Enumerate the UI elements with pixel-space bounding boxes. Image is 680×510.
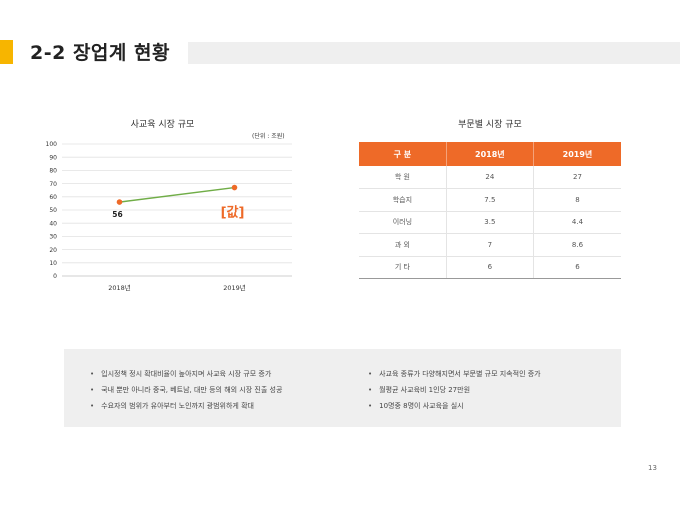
- y-tick-label: 20: [49, 247, 57, 254]
- summary-list-left: 입시정책 정시 확대비율이 높아지며 사교육 시장 규모 증가 국내 뿐만 아니…: [90, 366, 282, 414]
- table-cell: 6: [446, 256, 534, 279]
- table-header-cell: 2018년: [446, 142, 534, 166]
- table-cell: 8: [533, 188, 621, 212]
- data-point: [231, 184, 238, 191]
- y-tick-label: 10: [49, 260, 57, 267]
- table-row: 과 외 7 8.6: [359, 233, 621, 257]
- table-cell: 3.5: [446, 211, 534, 234]
- table-header-cell: 구 분: [359, 142, 447, 166]
- summary-list-right: 사교육 종류가 다양해지면서 부문별 규모 지속적인 증가 월평균 사교육비 1…: [368, 366, 541, 414]
- table-header-cell: 2019년: [533, 142, 621, 166]
- data-point: [116, 199, 123, 205]
- summary-box: 입시정책 정시 확대비율이 높아지며 사교육 시장 규모 증가 국내 뿐만 아니…: [64, 349, 621, 427]
- page-title: 2-2 장업계 현황: [30, 42, 170, 64]
- table-cell: 학 원: [359, 166, 447, 189]
- table-cell: 27: [533, 166, 621, 189]
- y-tick-label: 70: [49, 181, 57, 188]
- page-number: 13: [648, 464, 657, 472]
- y-tick-label: 80: [49, 168, 57, 175]
- title-accent-bar: [0, 40, 13, 64]
- table-row: 학습지 7.5 8: [359, 188, 621, 212]
- table-title: 부문별 시장 규모: [458, 120, 522, 130]
- y-tick-label: 100: [46, 141, 58, 148]
- table-cell: 학습지: [359, 188, 447, 212]
- data-label: [값]: [221, 205, 245, 221]
- summary-item: 입시정책 정시 확대비율이 높아지며 사교육 시장 규모 증가: [90, 366, 282, 382]
- summary-item: 사교육 종류가 다양해지면서 부문별 규모 지속적인 증가: [368, 366, 540, 382]
- table-cell: 8.6: [533, 233, 621, 257]
- y-tick-label: 50: [49, 207, 57, 214]
- market-segment-table: 구 분 2018년 2019년 학 원 24 27 학습지 7.5 8 이러닝 …: [359, 142, 621, 279]
- summary-item: 수요자의 범위가 유아부터 노인까지 광범위하게 확대: [90, 398, 282, 414]
- y-tick-label: 40: [49, 220, 57, 227]
- table-cell: 기 타: [359, 256, 447, 279]
- data-label: 56: [112, 210, 122, 219]
- y-tick-label: 0: [53, 273, 57, 280]
- title-underlay-bar: [188, 42, 680, 64]
- line-chart: 0 10 20 30 40 50 60 70 80 90 100 2018년 2019년 56 [값]: [46, 141, 292, 292]
- table-row: 학 원 24 27: [359, 166, 621, 189]
- chart-title: 사교육 시장 규모: [130, 120, 195, 130]
- table-cell: 7.5: [446, 188, 534, 212]
- table-cell: 4.4: [533, 211, 621, 234]
- table-cell: 6: [533, 256, 621, 279]
- table-row: 이러닝 3.5 4.4: [359, 211, 621, 234]
- summary-item: 국내 뿐만 아니라 중국, 베트남, 대만 등의 해외 시장 진출 성공: [90, 382, 282, 398]
- table-row: 기 타 6 6: [359, 256, 621, 279]
- table-cell: 과 외: [359, 233, 447, 257]
- table-cell: 이러닝: [359, 211, 447, 234]
- y-tick-label: 30: [49, 234, 57, 241]
- x-tick-label: 2018년: [108, 283, 131, 292]
- series-line: [119, 186, 235, 203]
- y-tick-label: 60: [49, 194, 57, 201]
- summary-item: 10명중 8명이 사교육을 실시: [368, 398, 541, 414]
- table-header-row: 구 분 2018년 2019년: [359, 142, 621, 166]
- summary-item: 월평균 사교육비 1인당 27만원: [368, 382, 541, 398]
- table-cell: 7: [446, 233, 534, 257]
- y-tick-label: 90: [49, 154, 57, 161]
- table-cell: 24: [446, 166, 534, 189]
- x-tick-label: 2019년: [223, 283, 246, 292]
- chart-unit-label: (단위 : 조원): [252, 133, 285, 140]
